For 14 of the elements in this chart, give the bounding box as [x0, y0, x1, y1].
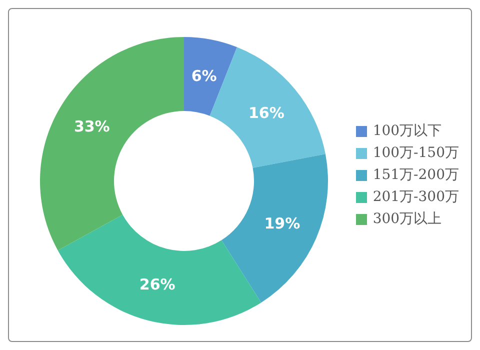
legend-label: 300万以上: [372, 210, 442, 229]
legend-label: 100万-150万: [372, 144, 459, 163]
data-label: 33%: [74, 118, 110, 136]
donut-slice: [58, 214, 262, 325]
donut-slice: [184, 37, 238, 116]
data-label: 26%: [139, 276, 176, 294]
donut-slice: [40, 37, 184, 250]
data-label: 6%: [191, 66, 217, 85]
legend-label: 201万-300万: [372, 188, 459, 207]
donut-slice: [222, 154, 328, 303]
data-label: 19%: [264, 214, 300, 232]
legend-label: 151万-200万: [372, 166, 459, 185]
legend-label: 100万以下: [372, 122, 442, 141]
data-label: 16%: [248, 104, 284, 122]
